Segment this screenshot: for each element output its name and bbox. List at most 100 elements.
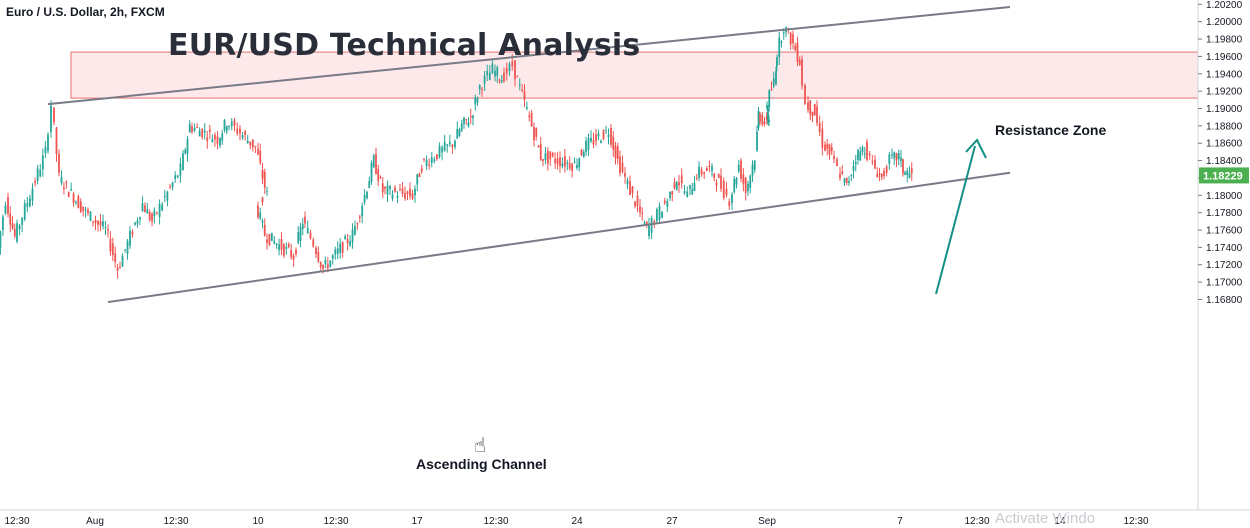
candle bbox=[796, 43, 799, 62]
candle bbox=[448, 141, 451, 145]
candle bbox=[778, 37, 781, 58]
candle bbox=[126, 240, 129, 254]
candle bbox=[456, 128, 459, 139]
time-tick-label: 12:30 bbox=[483, 516, 508, 527]
price-tick-label: 1.16800 bbox=[1206, 295, 1243, 306]
candle bbox=[366, 191, 368, 199]
candle bbox=[139, 217, 141, 220]
candle bbox=[223, 119, 226, 130]
candle bbox=[436, 154, 438, 160]
candle bbox=[349, 241, 351, 246]
candle bbox=[451, 144, 454, 148]
candle bbox=[109, 238, 112, 252]
candle bbox=[254, 145, 257, 147]
candle bbox=[643, 222, 646, 224]
time-tick-label: 7 bbox=[897, 516, 903, 527]
candle bbox=[153, 210, 156, 216]
candle bbox=[486, 70, 489, 75]
candle bbox=[36, 168, 39, 182]
candle bbox=[114, 253, 117, 263]
candle bbox=[811, 111, 814, 117]
candle bbox=[798, 60, 801, 65]
candle bbox=[89, 211, 92, 221]
candle bbox=[329, 260, 332, 267]
candle bbox=[70, 189, 73, 191]
candle bbox=[600, 140, 602, 144]
candle bbox=[228, 126, 230, 128]
candle bbox=[270, 232, 273, 241]
candle bbox=[285, 247, 288, 249]
candle bbox=[661, 211, 664, 218]
time-tick-label: 24 bbox=[571, 516, 583, 527]
candle bbox=[500, 80, 503, 83]
candle bbox=[610, 127, 612, 145]
candle bbox=[174, 175, 177, 179]
candle bbox=[198, 130, 201, 137]
candle bbox=[621, 162, 624, 172]
time-tick-label: 12:30 bbox=[964, 516, 989, 527]
candle bbox=[211, 139, 214, 143]
candle bbox=[715, 182, 718, 186]
time-tick-label: 27 bbox=[666, 516, 678, 527]
candle bbox=[261, 169, 264, 179]
candle bbox=[79, 201, 82, 213]
candle bbox=[678, 182, 680, 186]
candle bbox=[423, 158, 425, 160]
candle bbox=[287, 244, 290, 247]
candle bbox=[576, 165, 578, 169]
price-tick-label: 1.20000 bbox=[1206, 17, 1243, 28]
candle bbox=[910, 168, 913, 174]
candle bbox=[563, 156, 566, 167]
candle bbox=[695, 177, 698, 179]
candle bbox=[505, 68, 508, 74]
candle bbox=[31, 188, 34, 201]
candle bbox=[465, 119, 468, 121]
hand-cursor-icon: ☝ bbox=[474, 435, 486, 457]
channel-upper-line[interactable] bbox=[47, 5, 1011, 106]
candle bbox=[4, 205, 7, 214]
candle bbox=[836, 159, 838, 167]
candle bbox=[354, 226, 356, 235]
candle bbox=[297, 231, 300, 243]
candle bbox=[766, 105, 768, 109]
candle bbox=[363, 195, 366, 203]
candle bbox=[404, 192, 406, 199]
candle bbox=[182, 153, 184, 170]
candle bbox=[299, 227, 302, 241]
candle bbox=[691, 189, 694, 195]
candle bbox=[830, 147, 833, 152]
resistance-zone-label: Resistance Zone bbox=[995, 122, 1107, 138]
candle bbox=[653, 221, 656, 224]
candle bbox=[414, 188, 416, 196]
price-tick-label: 1.19400 bbox=[1206, 69, 1243, 80]
candle bbox=[99, 221, 102, 226]
candle bbox=[843, 178, 846, 183]
candle bbox=[221, 133, 224, 141]
candle bbox=[850, 174, 853, 176]
channel-lower-line[interactable] bbox=[107, 171, 1011, 304]
candle bbox=[693, 182, 696, 191]
candle bbox=[871, 161, 874, 163]
time-tick-label: Sep bbox=[758, 516, 776, 527]
candle bbox=[549, 151, 552, 160]
candle bbox=[776, 56, 778, 66]
candle bbox=[671, 191, 674, 195]
candle bbox=[893, 152, 896, 159]
candle bbox=[356, 223, 359, 225]
candle bbox=[904, 172, 906, 175]
candle bbox=[585, 140, 587, 152]
candle bbox=[219, 138, 221, 146]
candle bbox=[728, 201, 731, 206]
candle bbox=[590, 137, 592, 142]
candle bbox=[275, 243, 278, 246]
arrow-head bbox=[965, 138, 987, 159]
candle bbox=[731, 194, 733, 203]
candle bbox=[885, 166, 888, 173]
candle bbox=[261, 197, 264, 203]
current-price-label: 1.18229 bbox=[1203, 170, 1243, 182]
candle bbox=[848, 181, 850, 184]
candle bbox=[430, 157, 433, 164]
candle bbox=[129, 230, 131, 246]
time-tick-label: 14 bbox=[1054, 516, 1066, 527]
